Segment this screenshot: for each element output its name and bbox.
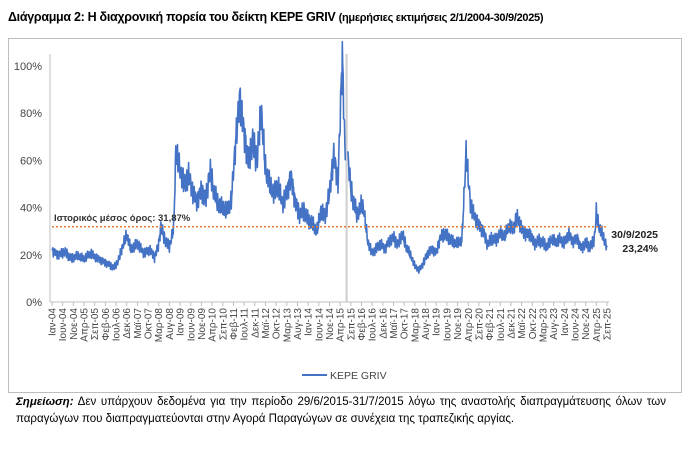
x-tick-label: Αυγ-18 [421,308,432,340]
end-value-annotation: 23,24% [622,243,658,255]
x-tick-label: Νοε-24 [581,308,592,340]
y-tick-label: 60% [20,155,42,167]
x-tick-label: Νοε-09 [197,308,208,340]
x-tick-label: Δεκ-16 [378,308,389,339]
x-tick-label: Νοε-19 [453,308,464,340]
x-tick-label: Οκτ-17 [400,308,411,340]
end-date-annotation: 30/9/2025 [611,229,658,241]
x-tick-label: Μαϊ-17 [389,308,400,339]
x-tick-label: Φεβ-11 [229,308,240,340]
x-tick-label: Ιουν-19 [442,308,453,342]
x-tick-label: Μαϊ-22 [517,308,528,339]
x-tick-label: Σεπ-05 [90,308,101,340]
reference-line-label: Ιστορικός μέσος όρος: 31,87% [54,213,191,224]
x-tick-label: Απρ-20 [464,308,475,342]
x-tick-label: Απρ-05 [80,308,91,342]
title-main: Διάγραμμα 2: Η διαχρονική πορεία του δεί… [8,10,336,24]
note-label: Σημείωση: [16,396,74,408]
x-tick-label: Ιαν-24 [560,308,571,336]
x-tick-label: Ιαν-04 [48,308,59,336]
missing-data-band [345,54,348,302]
x-tick-label: Ιουλ-21 [496,308,507,342]
x-tick-label: Φεβ-21 [485,308,496,341]
x-tick-label: Ιουλ-16 [368,308,379,342]
x-tick-label: Μαρ-23 [538,308,549,343]
x-tick-label: Φεβ-06 [101,308,112,341]
y-tick-label: 40% [20,203,42,215]
x-tick-label: Δεκ-21 [506,308,517,339]
y-tick-label: 20% [20,250,42,262]
x-axis: Ιαν-04 Ιουν-04 Νοε-04 Απρ-05 Σεπ-05 Φεβ-06 Ιου… [48,301,614,343]
chart-container [8,38,682,393]
title-subtitle: (ημερήσιες εκτιμήσεις 2/1/2004-30/9/2025… [338,12,544,24]
x-tick-label: Μαρ-13 [282,308,293,343]
x-tick-label: Ιουλ-11 [240,308,251,341]
x-tick-label: Ιουν-09 [186,308,197,342]
x-tick-label: Οκτ-07 [144,308,155,340]
series-line-kepe-griv [347,139,608,274]
x-tick-label: Αυγ-13 [293,308,304,340]
x-tick-label: Απρ-25 [592,308,603,342]
x-tick-label: Σεπ-10 [218,308,229,340]
x-tick-label: Μαρ-08 [154,308,165,343]
x-tick-label: Σεπ-20 [474,308,485,340]
x-tick-label: Μαϊ-12 [261,308,272,339]
y-tick-label: 100% [14,61,42,73]
x-tick-label: Ιαν-09 [176,308,187,336]
x-tick-label: Δεκ-11 [250,308,261,338]
chart-note: Σημείωση: Δεν υπάρχουν δεδομένα για την … [16,394,666,428]
x-tick-label: Μαϊ-07 [133,308,144,339]
x-tick-label: Ιουλ-06 [112,308,123,342]
x-tick-label: Απρ-15 [336,308,347,342]
x-tick-label: Ιουν-24 [570,308,581,342]
x-tick-label: Ιαν-14 [304,308,315,336]
x-tick-label: Νοε-14 [325,308,336,340]
y-tick-label: 80% [20,108,42,120]
chart-title: Διάγραμμα 2: Η διαχρονική πορεία του δεί… [8,10,544,24]
x-tick-label: Σεπ-25 [603,308,614,340]
y-axis: 0% 20% 40% 60% 80% 100% [14,54,51,309]
x-tick-label: Σεπ-15 [346,308,357,340]
x-tick-label: Δεκ-06 [122,308,133,339]
x-tick-label: Φεβ-16 [357,308,368,341]
x-tick-label: Μαρ-18 [410,308,421,343]
x-tick-label: Ιουν-04 [58,308,69,342]
x-tick-label: Απρ-10 [208,308,219,342]
note-text: Δεν υπάρχουν δεδομένα για την περίοδο 29… [16,396,666,425]
x-tick-label: Ιαν-19 [432,308,443,336]
y-tick-label: 0% [26,297,42,309]
gap-band-rect [345,54,348,302]
x-tick-label: Αυγ-08 [165,308,176,340]
x-tick-label: Αυγ-23 [549,308,560,340]
x-tick-label: Νοε-04 [69,308,80,340]
legend-label: ΚΕΡΕ GRIV [330,370,387,382]
series-group [51,40,608,274]
x-tick-label: Οκτ-12 [272,308,283,340]
x-tick-label: Ιουν-14 [314,308,325,342]
series-line-kepe-griv [51,40,347,271]
x-tick-label: Οκτ-22 [528,308,539,340]
